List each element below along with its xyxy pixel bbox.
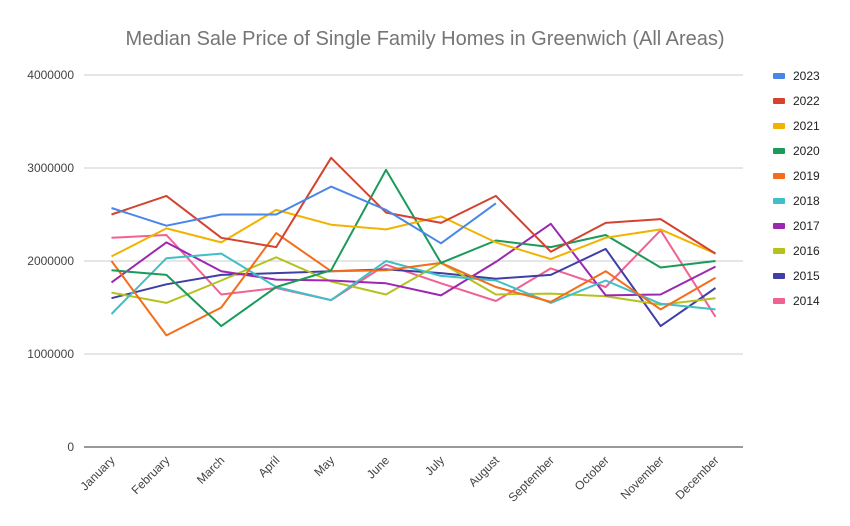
y-tick-label: 1000000 xyxy=(27,347,74,361)
legend-swatch-2021 xyxy=(773,123,785,129)
x-tick-label: May xyxy=(311,453,337,479)
x-tick-label: June xyxy=(364,453,393,482)
series-line-2016 xyxy=(111,256,716,306)
series-line-2014 xyxy=(111,229,717,318)
y-tick-label: 4000000 xyxy=(27,68,74,82)
x-tick-label: August xyxy=(466,453,503,490)
legend-swatch-2015 xyxy=(773,273,785,279)
x-tick-label: March xyxy=(194,453,227,486)
series-line-2017 xyxy=(110,222,716,297)
legend-label-2018: 2018 xyxy=(793,194,820,208)
legend-label-2019: 2019 xyxy=(793,169,820,183)
legend-label-2020: 2020 xyxy=(793,144,820,158)
x-tick-label: February xyxy=(129,453,173,497)
gridlines xyxy=(84,74,743,355)
series-line-2022 xyxy=(111,156,717,255)
axes: 0 1000000 2000000 3000000 4000000 January Febr… xyxy=(27,68,743,505)
legend-swatch-2020 xyxy=(773,148,785,154)
series-lines xyxy=(110,156,717,337)
legend-swatch-2023 xyxy=(773,73,785,79)
legend-label-2014: 2014 xyxy=(793,294,820,308)
x-tick-label: November xyxy=(618,453,667,502)
x-tick-label: September xyxy=(506,453,557,504)
legend-swatch-2019 xyxy=(773,173,785,179)
legend-swatch-2016 xyxy=(773,248,785,254)
series-line-2023 xyxy=(111,185,497,245)
y-tick-label: 0 xyxy=(67,440,74,454)
x-tick-label: October xyxy=(572,453,612,493)
legend-swatch-2014 xyxy=(773,298,785,304)
legend-swatch-2017 xyxy=(773,223,785,229)
series-line-2015 xyxy=(111,247,717,328)
series-line-2021 xyxy=(111,208,716,261)
x-tick-label: April xyxy=(255,453,282,480)
y-tick-label: 3000000 xyxy=(27,161,74,175)
legend-label-2021: 2021 xyxy=(793,119,820,133)
legend-label-2022: 2022 xyxy=(793,94,820,108)
series-line-2019 xyxy=(110,232,717,337)
legend-label-2015: 2015 xyxy=(793,269,820,283)
legend: 2023 2022 2021 2020 2019 2018 2017 2016 2015 2014 xyxy=(773,69,820,308)
series-line-2018 xyxy=(110,252,716,315)
legend-swatch-2022 xyxy=(773,98,785,104)
x-tick-label: July xyxy=(422,453,447,478)
legend-swatch-2018 xyxy=(773,198,785,204)
x-tick-label: December xyxy=(673,453,722,502)
legend-label-2016: 2016 xyxy=(793,244,820,258)
series-line-2020 xyxy=(111,168,716,328)
legend-label-2023: 2023 xyxy=(793,69,820,83)
legend-label-2017: 2017 xyxy=(793,219,820,233)
x-tick-label: January xyxy=(77,453,117,493)
y-tick-label: 2000000 xyxy=(27,254,74,268)
chart-title: Median Sale Price of Single Family Homes… xyxy=(125,28,724,50)
